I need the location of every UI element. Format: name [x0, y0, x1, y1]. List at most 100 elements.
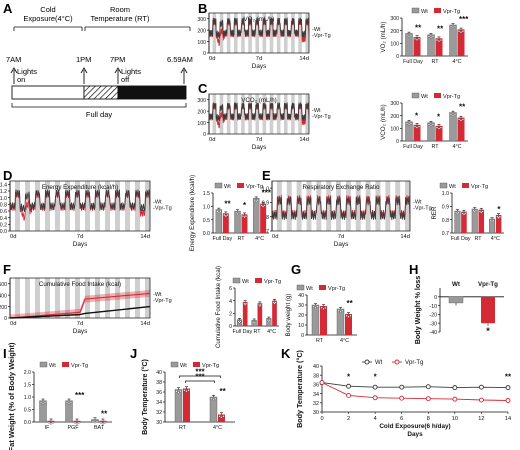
panel-i-legend-vpr: Vpr-Tg [71, 363, 88, 369]
panel-h-bar-wt [448, 296, 464, 304]
panel-h-y-label: Body Weight % loss [413, 276, 422, 345]
panel-k-point-wt [425, 384, 431, 390]
panel-b-x-tick-label: 4°C [452, 59, 461, 65]
panel-j-data-point [218, 415, 221, 418]
food-x-tick-label: 14d [140, 321, 150, 327]
panel-c-data-point [409, 122, 413, 125]
panel-e-data-point [457, 211, 460, 214]
panel-g-bar-wt [311, 304, 320, 336]
panel-g-data-point [341, 309, 344, 312]
panel-j-significance: ** [220, 387, 227, 396]
dark-phase-band [25, 278, 30, 318]
panel-c-y-tick-label: 100 [390, 127, 399, 133]
dark-phase-band [15, 278, 20, 318]
vco2-x-tick-label: 7d [256, 137, 262, 143]
panel-g-y-tick-label: 10 [298, 323, 304, 329]
ee-title: Energy Expenditure (kcal/h) [42, 184, 118, 191]
panel-e-bar-vpr [495, 215, 502, 233]
panel-i-data-point [43, 401, 47, 404]
panel-letter-a: A [3, 1, 13, 16]
panel-d-data-point [241, 215, 245, 218]
panel-c-data-point [449, 113, 453, 116]
vo2-y-tick-label: 0 [203, 51, 206, 57]
panel-c-bar-vpr [457, 117, 465, 141]
panel-d-legend-vpr: Vpr-Tg [246, 184, 263, 190]
panel-j-data-point [220, 416, 223, 419]
panel-c-data-point [431, 123, 435, 126]
panel-b-data-point [449, 25, 453, 28]
ee-x-tick-label: 14d [140, 234, 150, 240]
dark-phase-band [255, 94, 259, 134]
panel-g-data-point [339, 310, 342, 313]
panel-j-data-point [187, 389, 190, 392]
panel-c-data-point [437, 127, 441, 130]
dark-phase-band [135, 181, 140, 231]
dark-phase-band [212, 13, 217, 53]
dark-phase-band [55, 181, 60, 231]
panel-d-significance: ** [224, 200, 231, 209]
vco2-x-label: Days [252, 144, 267, 151]
panel-i-data-point [39, 401, 43, 404]
lights-off-label: Lights [121, 67, 141, 76]
dark-phase-band [345, 181, 351, 231]
food-x-tick-label: 0d [10, 321, 16, 327]
panel-e-legend-wt: Wt [449, 184, 456, 190]
food-x-label: Days [73, 328, 88, 335]
dark-phase-band [125, 181, 130, 231]
panel-d-data-point [237, 211, 241, 215]
panel-f-legend-vpr: Vpr-Tg [264, 279, 281, 285]
panel-b-data-point [405, 34, 409, 37]
panel-e-legend-vpr-swatch [462, 183, 469, 188]
panel-i-data-point [49, 422, 53, 425]
panel-d-y-tick-label: 1.5 [203, 191, 210, 197]
panel-b-legend-vpr: Vpr-Tg [443, 9, 460, 15]
panel-f-y-tick-label: 4 [229, 299, 232, 305]
time-label-7am: 7AM [6, 55, 21, 64]
panel-k-legend-wt-marker [364, 359, 370, 365]
panel-b-y-tick-label: 0 [396, 54, 399, 60]
ee-y-tick-label: 1.4 [0, 183, 7, 189]
panel-b-data-point [427, 35, 431, 38]
dark-phase-band [226, 13, 231, 53]
panel-b-bar-vpr [435, 38, 443, 56]
panel-d-data-point [263, 204, 266, 207]
dark-phase-band [135, 278, 140, 318]
panel-k-y-tick-label: 36 [313, 383, 319, 389]
panel-j-bracket [185, 380, 215, 383]
vco2-legend-wt: -Wt [312, 108, 321, 114]
panel-c-significance: * [437, 113, 441, 122]
panel-d-data-point [219, 210, 222, 213]
dark-phase-band [105, 278, 110, 318]
dark-phase-band [305, 94, 309, 134]
food-y-tick-label: 200 [0, 305, 7, 311]
panel-j-bracket [179, 375, 221, 378]
panel-g-data-point [324, 306, 327, 309]
dark-phase-band [298, 13, 302, 53]
panel-b-significance: ** [415, 23, 422, 32]
panel-j-data-point [185, 390, 188, 393]
rer-x-tick-label: 14d [400, 234, 410, 240]
dark-phase-band [75, 181, 80, 231]
panel-k-point-vpr [505, 398, 511, 403]
panel-d-data-point [223, 213, 226, 217]
panel-k-y-tick-label: 38 [313, 373, 319, 379]
panel-c-x-tick-label: Full Day [403, 144, 423, 150]
panel-j-data-point [177, 391, 180, 394]
panel-e-data-point [492, 219, 495, 222]
panel-e-y-tick-label: 0.8 [442, 218, 449, 224]
dark-phase-band [248, 94, 252, 134]
dark-phase-band [276, 181, 282, 231]
panel-c-data-point [415, 126, 419, 129]
panel-j-data-point [210, 397, 213, 400]
panel-c-x-tick-label: RT [431, 144, 439, 150]
panel-b-data-point [459, 31, 463, 34]
schedule-cold-header: Cold [40, 5, 55, 14]
panel-d-y-tick-label: 0.0 [203, 231, 210, 237]
ee-x-tick-label: 0d [10, 234, 16, 240]
panel-k-x-tick-label: 4 [374, 416, 377, 422]
panel-b-data-point [409, 34, 413, 37]
rer-legend-wt: -Wt [413, 200, 422, 206]
panel-c-legend-wt: Wt [421, 94, 428, 100]
dark-phase-band [365, 181, 371, 231]
panel-f-bar-vpr [272, 300, 277, 326]
